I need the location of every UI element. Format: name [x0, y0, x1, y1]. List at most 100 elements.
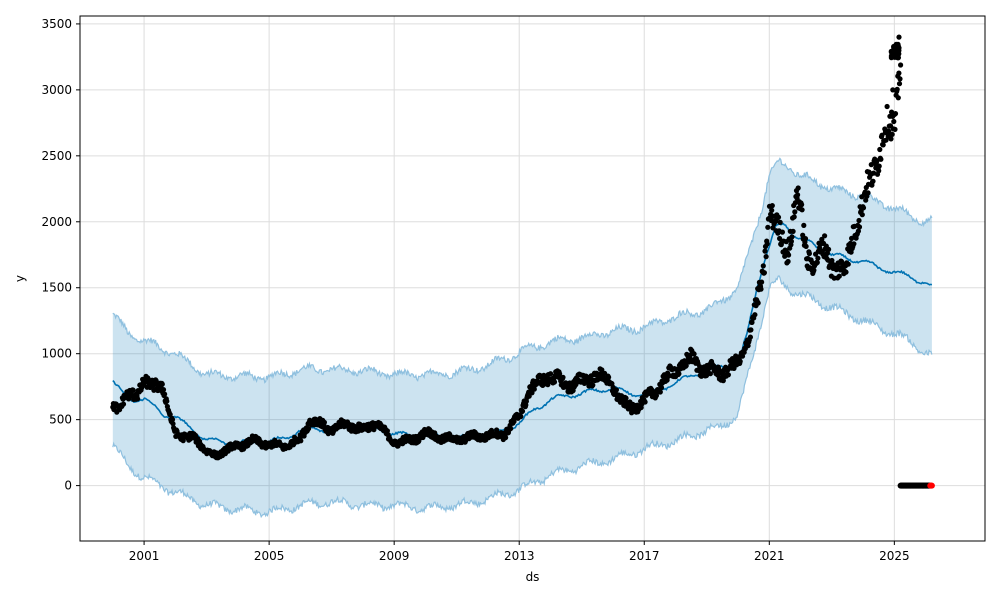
observed-point	[878, 156, 884, 162]
observed-point	[737, 358, 743, 364]
observed-point	[765, 224, 771, 230]
y-axis-label: y	[13, 275, 27, 282]
observed-point	[162, 391, 168, 397]
x-tick-label: 2025	[879, 549, 910, 563]
x-axis-ticks: 2001 2005 2009 2013 2017 2021 2025	[129, 541, 910, 563]
observed-point	[747, 334, 754, 340]
observed-point	[180, 438, 186, 444]
observed-point	[169, 416, 176, 423]
observed-point	[749, 319, 755, 325]
observed-point	[760, 263, 766, 269]
observed-point	[876, 168, 882, 174]
observed-point	[683, 363, 689, 369]
observed-point	[531, 386, 537, 392]
observed-point	[306, 426, 312, 432]
observed-point	[888, 136, 894, 142]
observed-point	[298, 438, 304, 444]
observed-point	[657, 389, 663, 395]
observed-point	[856, 224, 863, 230]
observed-point	[896, 81, 903, 87]
observed-point	[758, 286, 764, 292]
observed-point	[707, 371, 714, 377]
observed-point	[658, 385, 665, 391]
y-tick-label: 500	[49, 413, 72, 427]
observed-point	[845, 261, 851, 267]
observed-point	[590, 382, 596, 388]
observed-point	[894, 86, 900, 92]
observed-point	[769, 207, 775, 213]
observed-point	[764, 241, 770, 247]
observed-point	[843, 269, 849, 275]
observed-points	[110, 34, 904, 461]
observed-point	[849, 235, 855, 241]
observed-point	[748, 327, 754, 333]
observed-point	[859, 212, 865, 218]
observed-point	[777, 219, 783, 225]
observed-point	[676, 371, 682, 377]
observed-point	[851, 241, 857, 247]
x-tick-label: 2013	[504, 549, 535, 563]
observed-point	[815, 255, 821, 261]
observed-point	[896, 34, 902, 40]
y-tick-label: 2500	[41, 149, 72, 163]
uncertainty-lower-edge	[112, 275, 933, 519]
observed-point	[826, 246, 832, 252]
observed-point	[762, 248, 768, 254]
observed-point	[803, 243, 809, 249]
observed-point	[623, 395, 629, 401]
future-points	[897, 482, 935, 489]
observed-point	[886, 128, 892, 134]
observed-point	[801, 222, 807, 228]
observed-point	[503, 435, 509, 441]
y-tick-label: 2000	[41, 215, 72, 229]
grid	[80, 16, 985, 541]
observed-point	[792, 200, 799, 206]
observed-point	[613, 387, 620, 393]
observed-point	[898, 62, 904, 68]
observed-point	[769, 203, 775, 209]
observed-point	[739, 353, 746, 359]
observed-point	[890, 87, 896, 93]
observed-point	[789, 234, 795, 240]
observed-point	[519, 408, 526, 414]
observed-point	[755, 300, 761, 306]
observed-point	[883, 137, 889, 143]
observed-point	[792, 209, 798, 215]
observed-point	[814, 259, 820, 266]
observed-point	[788, 238, 795, 244]
x-axis-label: ds	[526, 570, 540, 584]
plot-frame	[79, 15, 986, 542]
observed-point	[806, 250, 813, 257]
observed-point	[795, 185, 801, 191]
x-tick-label: 2009	[379, 549, 410, 563]
observed-point	[893, 52, 899, 58]
uncertainty-upper-edge	[112, 157, 933, 384]
observed-point	[880, 142, 886, 148]
observed-point	[836, 273, 842, 279]
observed-point	[159, 381, 165, 387]
observed-point	[164, 398, 170, 404]
observed-point	[548, 371, 554, 377]
observed-point	[892, 111, 899, 117]
observed-point	[891, 118, 897, 125]
x-tick-label: 2005	[254, 549, 285, 563]
observed-point	[642, 399, 648, 405]
observed-point	[868, 162, 874, 168]
observed-point	[822, 233, 828, 239]
observed-point	[889, 52, 895, 58]
observed-point	[606, 374, 612, 380]
observed-point	[896, 70, 902, 76]
observed-point	[785, 258, 791, 265]
observed-point	[865, 190, 871, 196]
observed-point	[752, 312, 758, 318]
observed-point	[802, 236, 809, 242]
observed-point	[811, 267, 817, 273]
observed-point	[120, 401, 127, 407]
y-tick-label: 0	[64, 479, 72, 493]
observed-point	[791, 214, 797, 220]
x-tick-label: 2001	[129, 549, 160, 563]
observed-point	[715, 372, 721, 378]
observed-point	[897, 76, 903, 82]
observed-point	[871, 170, 877, 176]
observed-point	[775, 214, 782, 220]
